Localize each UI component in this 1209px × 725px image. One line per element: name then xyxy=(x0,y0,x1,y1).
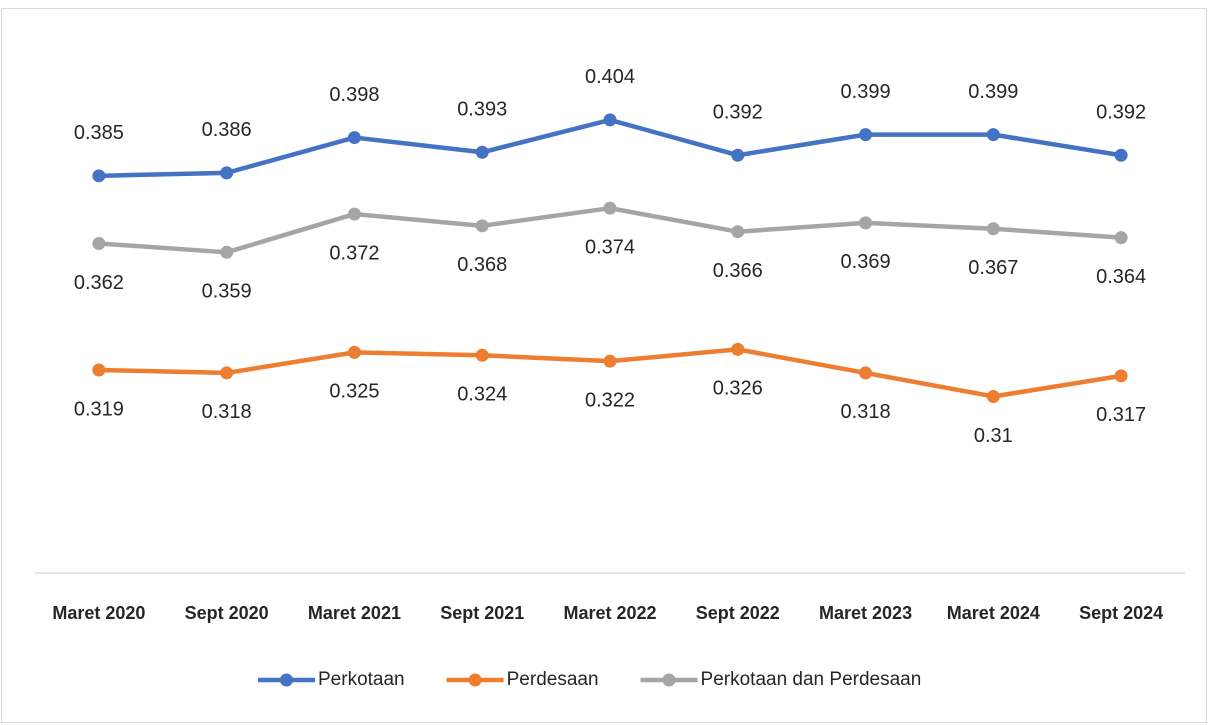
data-label: 0.31 xyxy=(974,425,1013,447)
marker xyxy=(1114,231,1128,245)
marker xyxy=(986,389,1000,403)
data-label: 0.364 xyxy=(1096,266,1146,288)
data-label: 0.319 xyxy=(74,398,124,420)
marker xyxy=(1114,369,1128,383)
data-label: 0.392 xyxy=(713,102,763,124)
marker xyxy=(475,348,489,362)
marker xyxy=(859,128,873,142)
data-label: 0.326 xyxy=(713,378,763,400)
marker xyxy=(603,201,617,215)
data-label: 0.385 xyxy=(74,122,124,144)
legend-marker xyxy=(468,673,482,687)
x-tick-label: Maret 2024 xyxy=(947,603,1040,623)
data-label: 0.399 xyxy=(841,81,891,103)
marker xyxy=(347,345,361,359)
marker xyxy=(347,207,361,221)
marker xyxy=(859,216,873,230)
data-label: 0.317 xyxy=(1096,404,1146,426)
legend-marker xyxy=(280,673,293,687)
marker xyxy=(731,148,745,162)
data-label: 0.404 xyxy=(585,66,635,88)
x-tick-label: Maret 2020 xyxy=(52,603,145,623)
marker xyxy=(220,366,234,380)
marker xyxy=(92,236,106,250)
marker xyxy=(859,366,873,380)
data-label: 0.392 xyxy=(1096,102,1146,124)
marker xyxy=(220,166,234,180)
data-label: 0.399 xyxy=(968,81,1018,103)
marker xyxy=(1114,148,1128,162)
data-label: 0.398 xyxy=(329,84,379,106)
marker xyxy=(731,225,745,239)
marker xyxy=(603,354,617,368)
x-tick-label: Sept 2022 xyxy=(696,603,780,623)
marker xyxy=(92,363,106,377)
legend-label: Perkotaan dan Perdesaan xyxy=(701,669,922,690)
data-label: 0.359 xyxy=(202,281,252,303)
data-label: 0.362 xyxy=(74,272,124,294)
data-label: 0.318 xyxy=(202,401,252,423)
x-tick-label: Maret 2023 xyxy=(819,603,912,623)
marker xyxy=(475,145,489,159)
legend-marker xyxy=(662,673,676,687)
x-tick-label: Sept 2021 xyxy=(440,603,524,623)
chart-border xyxy=(1,8,1207,723)
marker xyxy=(986,222,1000,236)
x-tick-label: Sept 2020 xyxy=(185,603,269,623)
marker xyxy=(475,219,489,233)
data-label: 0.372 xyxy=(329,242,379,264)
data-label: 0.318 xyxy=(841,401,891,423)
x-tick-label: Maret 2021 xyxy=(308,603,401,623)
data-label: 0.368 xyxy=(457,254,507,276)
marker xyxy=(986,128,1000,142)
marker xyxy=(603,113,617,127)
marker xyxy=(731,342,745,356)
data-label: 0.393 xyxy=(457,99,507,121)
data-label: 0.366 xyxy=(713,260,763,282)
data-label: 0.369 xyxy=(841,251,891,273)
legend-label: Perdesaan xyxy=(507,669,599,690)
marker xyxy=(92,169,106,183)
data-label: 0.325 xyxy=(329,381,379,403)
marker xyxy=(220,245,234,259)
data-label: 0.367 xyxy=(968,257,1018,279)
data-label: 0.386 xyxy=(202,119,252,141)
data-label: 0.324 xyxy=(457,384,507,406)
marker xyxy=(347,131,361,145)
x-tick-label: Maret 2022 xyxy=(563,603,656,623)
x-tick-label: Sept 2024 xyxy=(1079,603,1163,623)
data-label: 0.322 xyxy=(585,389,635,411)
legend-label: Perkotaan xyxy=(318,669,405,690)
data-label: 0.374 xyxy=(585,236,635,258)
